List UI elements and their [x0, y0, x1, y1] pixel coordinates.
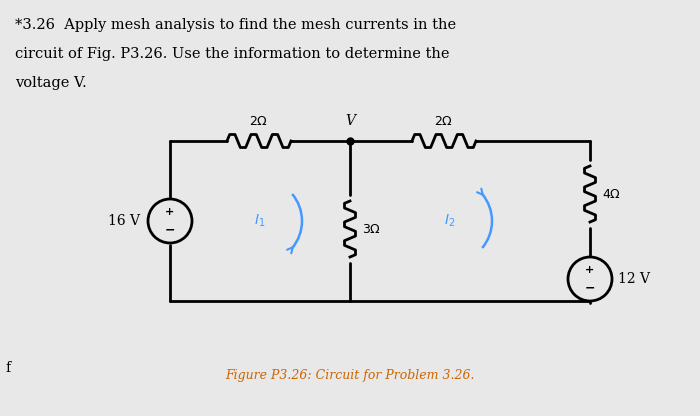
Text: −: − [164, 223, 175, 237]
Text: *3.26  Apply mesh analysis to find the mesh currents in the: *3.26 Apply mesh analysis to find the me… [15, 18, 456, 32]
Text: $2\Omega$: $2\Omega$ [249, 115, 269, 128]
Text: $I_1$: $I_1$ [254, 213, 266, 229]
Text: voltage V.: voltage V. [15, 76, 87, 90]
Text: +: + [165, 207, 174, 217]
Text: V: V [345, 114, 355, 128]
Text: 12 V: 12 V [618, 272, 650, 286]
Text: circuit of Fig. P3.26. Use the information to determine the: circuit of Fig. P3.26. Use the informati… [15, 47, 449, 61]
Text: Figure P3.26: Circuit for Problem 3.26.: Figure P3.26: Circuit for Problem 3.26. [225, 369, 475, 382]
Text: −: − [584, 282, 595, 295]
Text: $4\Omega$: $4\Omega$ [602, 188, 621, 201]
Text: f: f [5, 361, 10, 375]
Text: +: + [585, 265, 594, 275]
Text: $3\Omega$: $3\Omega$ [362, 223, 381, 235]
Text: $I_2$: $I_2$ [444, 213, 456, 229]
Text: 16 V: 16 V [108, 214, 140, 228]
Text: $2\Omega$: $2\Omega$ [435, 115, 454, 128]
